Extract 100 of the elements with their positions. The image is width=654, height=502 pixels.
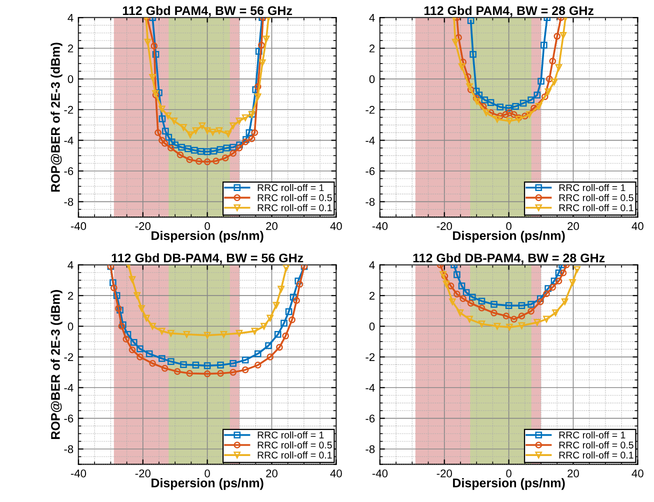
point bbox=[555, 64, 562, 71]
point bbox=[230, 360, 236, 367]
point bbox=[230, 122, 236, 130]
y-tick-label: -2 bbox=[64, 106, 74, 114]
y-tick-label: 0 bbox=[369, 322, 375, 330]
point bbox=[217, 362, 224, 368]
point bbox=[535, 103, 542, 110]
point bbox=[469, 294, 476, 301]
point bbox=[481, 96, 488, 104]
point bbox=[543, 316, 550, 323]
point bbox=[518, 322, 526, 330]
point bbox=[183, 330, 190, 338]
point bbox=[186, 131, 194, 138]
point bbox=[204, 127, 211, 134]
x-tick-label: -40 bbox=[372, 222, 388, 230]
x-tick-label: 40 bbox=[632, 470, 644, 478]
point bbox=[168, 144, 174, 152]
point bbox=[180, 361, 187, 368]
point bbox=[550, 78, 558, 86]
point bbox=[502, 312, 510, 320]
point bbox=[204, 370, 211, 378]
point bbox=[258, 59, 266, 66]
point bbox=[149, 322, 156, 330]
point bbox=[262, 36, 270, 42]
y-tick-label: -2 bbox=[366, 106, 375, 114]
point bbox=[482, 109, 490, 116]
y-tick-label: 2 bbox=[369, 292, 375, 300]
point bbox=[506, 324, 513, 331]
point bbox=[230, 150, 236, 157]
point bbox=[490, 310, 498, 316]
x-tick-label: 0 bbox=[506, 222, 512, 230]
point bbox=[454, 290, 460, 298]
point bbox=[168, 330, 174, 337]
legend-label: RRC roll-off = 0.5 bbox=[559, 441, 634, 449]
point bbox=[472, 88, 480, 95]
point bbox=[528, 96, 534, 104]
y-tick-label: 0 bbox=[369, 75, 375, 84]
y-tick-label: 0 bbox=[68, 322, 74, 330]
point bbox=[150, 42, 158, 50]
point bbox=[555, 269, 562, 276]
point bbox=[280, 320, 288, 327]
y-tick-label: -8 bbox=[366, 445, 375, 454]
point bbox=[149, 74, 156, 81]
point bbox=[254, 362, 262, 368]
point bbox=[220, 330, 228, 338]
y-tick-label: -4 bbox=[64, 384, 74, 392]
point bbox=[549, 284, 556, 291]
point bbox=[158, 355, 166, 362]
point bbox=[536, 298, 544, 306]
point bbox=[149, 360, 156, 367]
y-tick-label: -8 bbox=[366, 198, 375, 206]
point bbox=[246, 129, 253, 136]
point bbox=[146, 350, 153, 358]
point bbox=[455, 34, 462, 41]
x-tick-label: -20 bbox=[135, 222, 150, 230]
point bbox=[154, 129, 162, 136]
point bbox=[466, 316, 473, 323]
point bbox=[490, 300, 498, 308]
point bbox=[110, 279, 116, 286]
point bbox=[204, 332, 211, 339]
point bbox=[165, 134, 172, 141]
point bbox=[276, 344, 283, 351]
legend-label: RRC roll-off = 1 bbox=[258, 431, 324, 438]
point bbox=[222, 154, 229, 162]
point bbox=[128, 276, 136, 283]
point bbox=[158, 115, 166, 122]
point bbox=[474, 98, 480, 105]
y-tick-label: -6 bbox=[64, 167, 74, 176]
point bbox=[467, 86, 474, 94]
point bbox=[454, 271, 460, 278]
point bbox=[178, 144, 185, 151]
point bbox=[478, 320, 486, 328]
point bbox=[574, 266, 580, 273]
y-axis-title: ROP@BER of 2E-3 (dBm) bbox=[50, 42, 62, 192]
point bbox=[168, 138, 176, 146]
point bbox=[554, 32, 561, 40]
point bbox=[294, 278, 302, 284]
chart-title: 112 Gbd DB-PAM4, BW = 28 GHz bbox=[413, 253, 605, 264]
x-tick-label: 20 bbox=[266, 470, 278, 478]
point bbox=[544, 285, 552, 292]
point bbox=[569, 279, 576, 286]
y-tick-label: -6 bbox=[64, 414, 74, 422]
point bbox=[210, 148, 218, 154]
point bbox=[204, 158, 211, 166]
point bbox=[546, 76, 553, 82]
point bbox=[502, 111, 509, 118]
point bbox=[196, 158, 202, 165]
point bbox=[282, 264, 290, 272]
point bbox=[506, 118, 513, 124]
point bbox=[456, 309, 464, 316]
point bbox=[460, 295, 466, 302]
point bbox=[223, 144, 230, 152]
point bbox=[204, 362, 211, 370]
point bbox=[506, 109, 513, 116]
x-tick-label: 20 bbox=[568, 470, 579, 478]
point bbox=[536, 295, 544, 302]
y-tick-label: -4 bbox=[366, 136, 375, 144]
point bbox=[122, 336, 130, 343]
point bbox=[540, 42, 548, 49]
point bbox=[161, 364, 168, 372]
